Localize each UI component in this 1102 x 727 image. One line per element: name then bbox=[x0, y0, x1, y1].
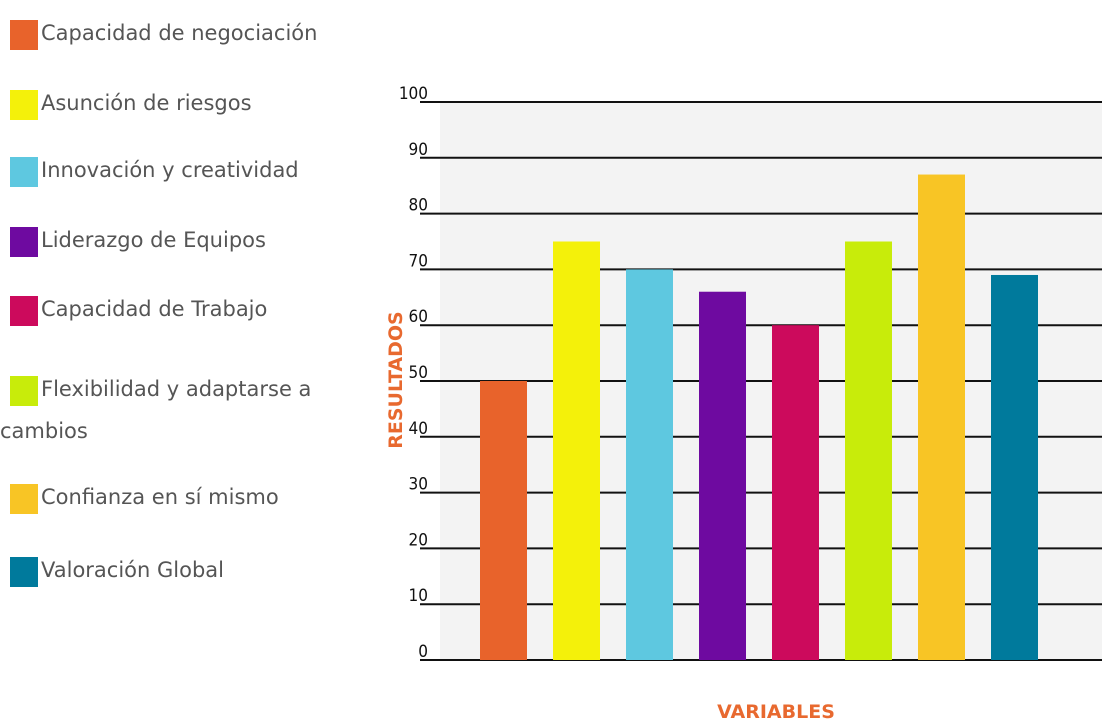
legend-swatch bbox=[10, 90, 38, 120]
bar bbox=[845, 241, 892, 660]
legend-label: Capacidad de negociación bbox=[41, 21, 318, 45]
legend-swatch bbox=[10, 296, 38, 326]
legend-swatch bbox=[10, 157, 38, 187]
legend-item: Capacidad de negociación bbox=[10, 18, 341, 54]
bar bbox=[991, 274, 1038, 660]
y-tick-label: 20 bbox=[409, 530, 428, 550]
legend-swatch bbox=[10, 484, 38, 514]
y-tick-label: 70 bbox=[409, 251, 428, 271]
legend-swatch bbox=[10, 557, 38, 587]
legend-label: Liderazgo de Equipos bbox=[41, 228, 266, 252]
y-axis-ticks: 0 10 20 30 40 50 60 70 80 90 100 bbox=[399, 84, 428, 662]
bar bbox=[480, 381, 527, 660]
legend-item: Flexibilidad y adaptarse a cambios bbox=[0, 368, 320, 452]
y-tick-label: 60 bbox=[409, 307, 428, 327]
y-axis-title: RESULTADOS bbox=[385, 311, 407, 448]
y-tick-label: 50 bbox=[409, 363, 428, 383]
y-tick-label: 80 bbox=[409, 196, 428, 216]
y-tick-label: 30 bbox=[409, 475, 428, 495]
legend-item: Liderazgo de Equipos bbox=[10, 225, 341, 261]
legend-swatch bbox=[10, 376, 38, 406]
legend-swatch bbox=[10, 227, 38, 257]
y-tick-label: 10 bbox=[409, 586, 428, 606]
legend-item: Asunción de riesgos bbox=[10, 88, 341, 124]
legend-item: Confianza en sí mismo bbox=[10, 482, 341, 518]
chart-legend: Capacidad de negociación Asunción de ries… bbox=[0, 0, 340, 727]
x-axis-title: VARIABLES bbox=[717, 701, 835, 723]
legend-label: Valoración Global bbox=[41, 558, 224, 582]
bar bbox=[699, 291, 746, 660]
legend-label: Confianza en sí mismo bbox=[41, 485, 279, 509]
y-tick-label: 90 bbox=[409, 140, 428, 160]
legend-label: Capacidad de Trabajo bbox=[41, 297, 268, 321]
y-tick-label: 40 bbox=[409, 419, 428, 439]
legend-swatch bbox=[10, 20, 38, 50]
bar bbox=[918, 174, 965, 661]
legend-label: Asunción de riesgos bbox=[41, 91, 252, 115]
legend-label: Innovación y creatividad bbox=[41, 158, 299, 182]
legend-item: Innovación y creatividad bbox=[10, 155, 341, 191]
legend-item: Valoración Global bbox=[10, 555, 341, 591]
bar bbox=[772, 325, 819, 660]
gridlines bbox=[420, 101, 1102, 661]
y-tick-label: 100 bbox=[399, 84, 428, 104]
legend-label: Flexibilidad y adaptarse a cambios bbox=[0, 377, 312, 443]
bars bbox=[480, 174, 1038, 661]
legend-item: Capacidad de Trabajo bbox=[10, 294, 341, 330]
y-tick-label: 0 bbox=[418, 642, 428, 662]
bar bbox=[553, 241, 600, 660]
bar bbox=[626, 269, 673, 660]
